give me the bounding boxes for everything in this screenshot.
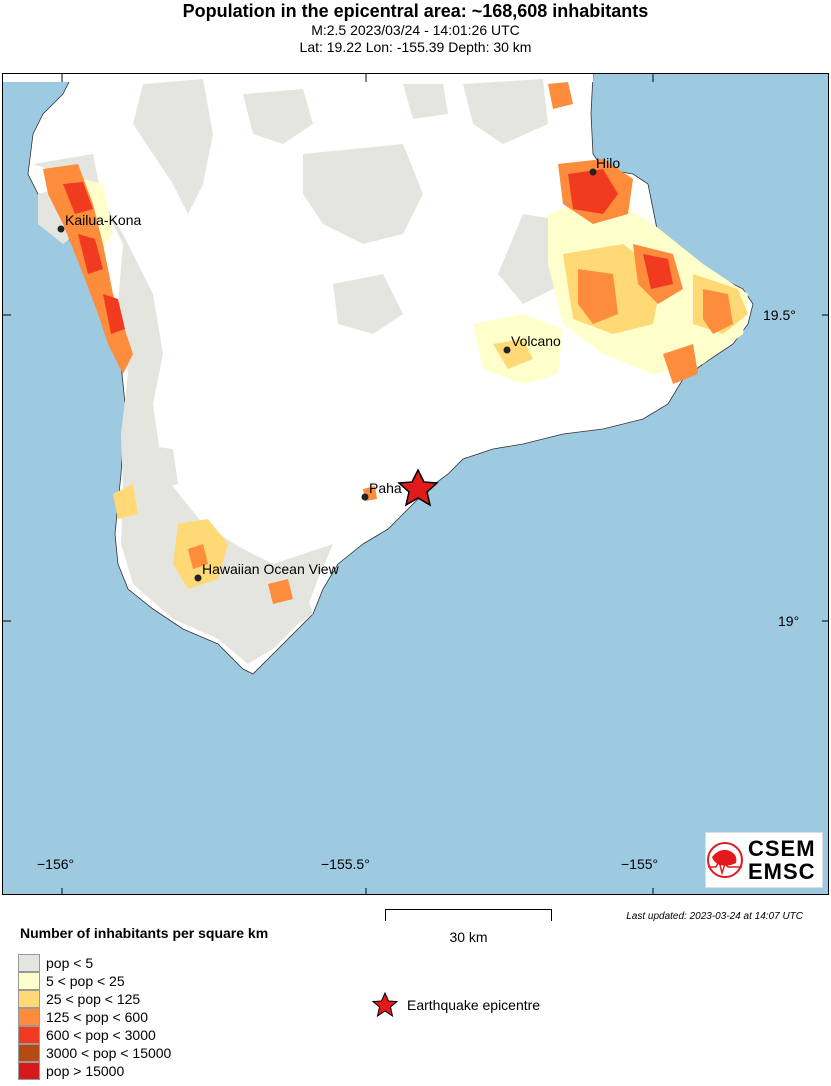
- epicenter-star-icon[interactable]: [397, 468, 439, 507]
- legend-title: Number of inhabitants per square km: [20, 925, 269, 941]
- city-label: Hilo: [596, 155, 620, 171]
- city-dot: [361, 493, 369, 501]
- population-legend: pop < 5 5 < pop < 25 25 < pop < 125 125 …: [18, 954, 171, 1080]
- legend-swatch: [18, 1026, 40, 1044]
- map-canvas: 19.5° 19° −156° −155.5° −155° Hilo Kailu…: [3, 74, 828, 894]
- city-label: Kailua-Kona: [65, 212, 141, 228]
- legend-swatch: [18, 1044, 40, 1062]
- city-dot: [194, 574, 202, 582]
- legend-item: 600 < pop < 3000: [18, 1026, 171, 1044]
- legend-label: 5 < pop < 25: [46, 973, 125, 989]
- legend-swatch: [18, 972, 40, 990]
- lat-tick-19: 19°: [778, 613, 799, 629]
- scale-bar-label: 30 km: [449, 929, 488, 945]
- legend-swatch: [18, 1008, 40, 1026]
- lon-tick-155-5: −155.5°: [321, 856, 370, 872]
- graticule-ticks: [3, 74, 828, 894]
- location-info: Lat: 19.22 Lon: -155.39 Depth: 30 km: [299, 39, 532, 55]
- place-hawaiian-ocean-view[interactable]: Hawaiian Ocean View: [194, 561, 340, 582]
- legend-label: pop > 15000: [46, 1063, 125, 1079]
- map-header: Population in the epicentral area: ~168,…: [0, 0, 831, 56]
- lat-tick-19-5: 19.5°: [763, 307, 796, 323]
- legend-swatch: [18, 990, 40, 1008]
- star-icon: [371, 992, 399, 1018]
- place-hilo[interactable]: Hilo: [589, 155, 621, 176]
- globe-seismogram-icon: [707, 842, 743, 878]
- emsc-logo[interactable]: CSEM EMSC: [705, 832, 823, 888]
- legend-item: 3000 < pop < 15000: [18, 1044, 171, 1062]
- place-pahala[interactable]: Paha: [361, 480, 402, 501]
- legend-label: 600 < pop < 3000: [46, 1027, 156, 1043]
- dense-population-areas: [63, 169, 673, 334]
- place-volcano[interactable]: Volcano: [503, 333, 562, 354]
- lon-tick-156: −156°: [37, 856, 74, 872]
- map-title: Population in the epicentral area: ~168,…: [182, 1, 649, 21]
- place-kailua-kona[interactable]: Kailua-Kona: [57, 212, 142, 233]
- legend-item: pop > 15000: [18, 1062, 171, 1080]
- lon-tick-155: −155°: [621, 856, 658, 872]
- legend-label: pop < 5: [46, 955, 94, 971]
- epicentre-legend: Earthquake epicentre: [371, 992, 540, 1018]
- city-label: Volcano: [511, 333, 561, 349]
- last-updated: Last updated: 2023-03-24 at 14:07 UTC: [626, 911, 803, 922]
- legend-swatch: [18, 1062, 40, 1080]
- city-dot: [503, 346, 511, 354]
- legend-label: 3000 < pop < 15000: [46, 1045, 172, 1061]
- legend-item: 5 < pop < 25: [18, 972, 171, 990]
- legend-item: 25 < pop < 125: [18, 990, 171, 1008]
- scale-bar: [385, 909, 552, 921]
- legend-swatch: [18, 954, 40, 972]
- population-map[interactable]: 19.5° 19° −156° −155.5° −155° Hilo Kailu…: [2, 73, 829, 895]
- epicentre-legend-label: Earthquake epicentre: [407, 997, 541, 1013]
- city-label: Hawaiian Ocean View: [202, 561, 340, 577]
- city-dot: [57, 225, 65, 233]
- logo-line-emsc: EMSC: [748, 859, 816, 884]
- legend-label: 125 < pop < 600: [46, 1009, 148, 1025]
- logo-line-csem: CSEM: [748, 836, 816, 861]
- city-label: Paha: [369, 480, 402, 496]
- city-dot: [589, 168, 597, 176]
- legend-label: 25 < pop < 125: [46, 991, 141, 1007]
- legend-item: 125 < pop < 600: [18, 1008, 171, 1026]
- legend-item: pop < 5: [18, 954, 171, 972]
- event-info: M:2.5 2023/03/24 - 14:01:26 UTC: [311, 22, 520, 38]
